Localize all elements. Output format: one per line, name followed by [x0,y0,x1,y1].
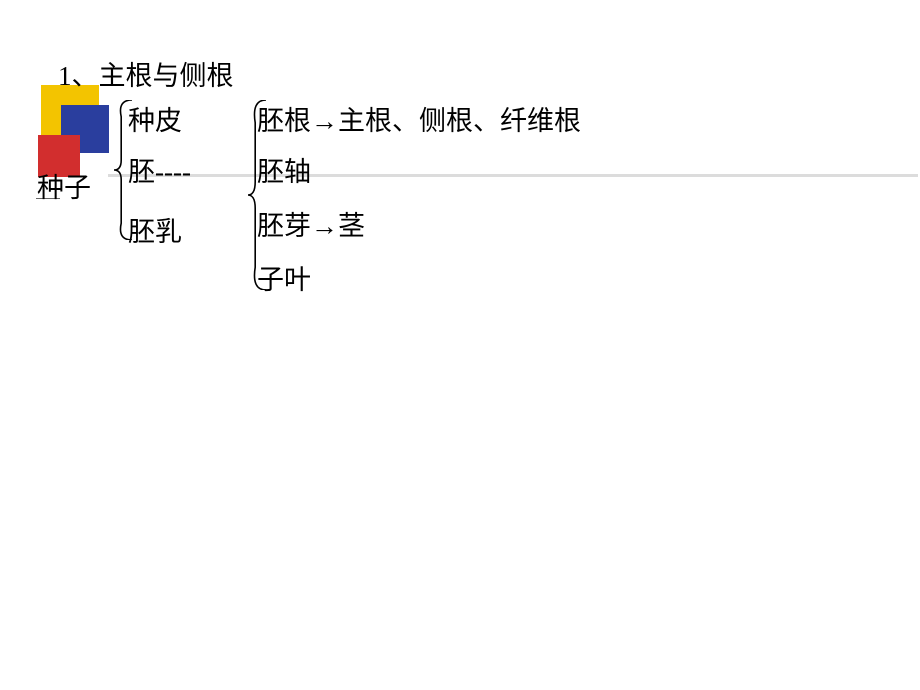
col2-item-radicle: 胚根→主根、侧根、纤维根 [257,99,581,138]
slide: 1、主根与侧根 种子 种皮 胚---- 胚乳 胚根→主根、侧根、纤维根 胚轴 胚… [0,0,920,690]
divider-shadow [108,174,918,177]
col2-item-plumule: 胚芽→茎 [257,204,365,243]
col1-item-embryo: 胚---- [128,150,191,189]
col2-item-cotyledon: 子叶 [257,258,311,297]
heading-title: 1、主根与侧根 [58,54,234,93]
col2-item-hypocotyl: 胚轴 [257,150,311,189]
col1-item-seedcoat: 种皮 [128,99,182,138]
logo-graphic [41,85,111,179]
label-root-seed: 种子 [37,166,91,205]
col1-item-endosperm: 胚乳 [128,210,182,249]
